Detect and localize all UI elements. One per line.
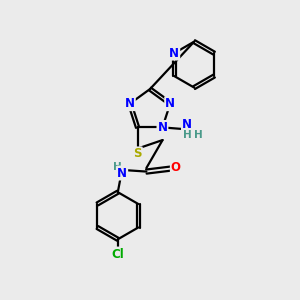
Text: N: N <box>125 97 135 110</box>
Text: N: N <box>117 167 127 179</box>
Text: H: H <box>113 162 122 172</box>
Text: O: O <box>171 161 181 174</box>
Text: S: S <box>133 147 142 161</box>
Text: N: N <box>158 121 167 134</box>
Text: N: N <box>169 46 179 60</box>
Text: N: N <box>182 118 192 131</box>
Text: N: N <box>165 97 175 110</box>
Text: H: H <box>194 130 203 140</box>
Text: H: H <box>182 130 191 140</box>
Text: Cl: Cl <box>111 248 124 260</box>
